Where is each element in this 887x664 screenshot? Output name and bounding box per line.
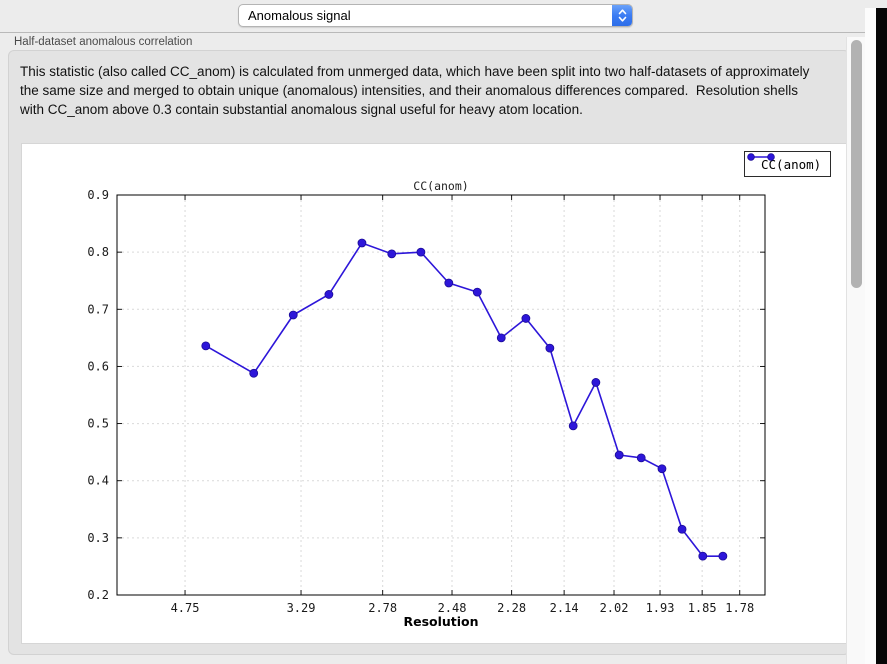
- data-point: [545, 343, 555, 353]
- data-point: [657, 464, 667, 474]
- data-point: [496, 333, 506, 343]
- scrollbar-thumb[interactable]: [851, 40, 862, 288]
- x-tick-label: 1.93: [646, 601, 675, 615]
- chart-legend: CC(anom): [744, 151, 832, 177]
- description-text: This statistic (also called CC_anom) is …: [20, 64, 814, 117]
- legend-marker-icon: [747, 153, 775, 161]
- data-point: [249, 368, 259, 378]
- window-right-margin: [865, 8, 876, 664]
- data-point: [324, 290, 334, 299]
- data-point: [472, 287, 482, 297]
- x-tick-label: 4.75: [171, 601, 200, 615]
- toolbar: Anomalous signal: [0, 0, 887, 33]
- data-point: [698, 551, 708, 561]
- data-point: [288, 310, 298, 320]
- chart-card: 4.75 3.29 2.78 2.48 2.28 2.14 2.02 1.93 1.85 1.78…: [21, 143, 847, 644]
- axis-frame: [116, 194, 766, 596]
- data-point: [614, 450, 624, 460]
- x-axis-label: Resolution: [403, 614, 478, 629]
- x-tick-label: 1.78: [725, 601, 754, 615]
- legend-label: CC(anom): [761, 156, 822, 172]
- vertical-scrollbar[interactable]: [846, 37, 865, 664]
- y-tick-label: 0.2: [87, 588, 109, 602]
- y-tick-label: 0.6: [87, 359, 109, 373]
- y-tick-label: 0.8: [87, 245, 109, 259]
- x-tick-label: 2.14: [550, 601, 579, 615]
- y-tick-label: 0.9: [87, 188, 109, 202]
- data-point: [444, 278, 454, 288]
- screen-edge-strip: [876, 8, 887, 664]
- data-point: [387, 249, 397, 259]
- data-point: [636, 453, 646, 463]
- chart-plot: 4.75 3.29 2.78 2.48 2.28 2.14 2.02 1.93 1.85 1.78…: [87, 179, 766, 629]
- chevron-updown-icon[interactable]: [612, 5, 632, 26]
- x-tick-label: 2.28: [497, 601, 526, 615]
- data-point: [718, 551, 728, 561]
- anomalous-correlation-groupbox: This statistic (also called CC_anom) is …: [8, 50, 850, 655]
- x-tick-label: 2.02: [600, 601, 629, 615]
- chart-title: CC(anom): [413, 179, 468, 193]
- section-label: Half-dataset anomalous correlation: [14, 36, 193, 48]
- data-point: [416, 247, 426, 257]
- dropdown-value: Anomalous signal: [248, 8, 351, 23]
- x-tick-label: 1.85: [688, 601, 717, 615]
- y-tick-label: 0.5: [87, 417, 109, 431]
- y-tick-label: 0.4: [87, 474, 109, 488]
- data-point: [591, 378, 601, 387]
- x-tick-label: 2.78: [368, 601, 397, 615]
- y-tick-label: 0.3: [87, 531, 109, 545]
- data-point: [568, 421, 578, 431]
- data-point: [357, 238, 367, 248]
- data-line: [205, 242, 723, 557]
- data-point: [677, 524, 687, 534]
- x-tick-label: 2.48: [438, 601, 467, 615]
- data-point: [201, 341, 211, 351]
- x-tick-label: 3.29: [287, 601, 316, 615]
- y-tick-label: 0.7: [87, 302, 109, 316]
- plot-selector-dropdown[interactable]: Anomalous signal: [238, 4, 633, 27]
- data-point: [521, 314, 531, 323]
